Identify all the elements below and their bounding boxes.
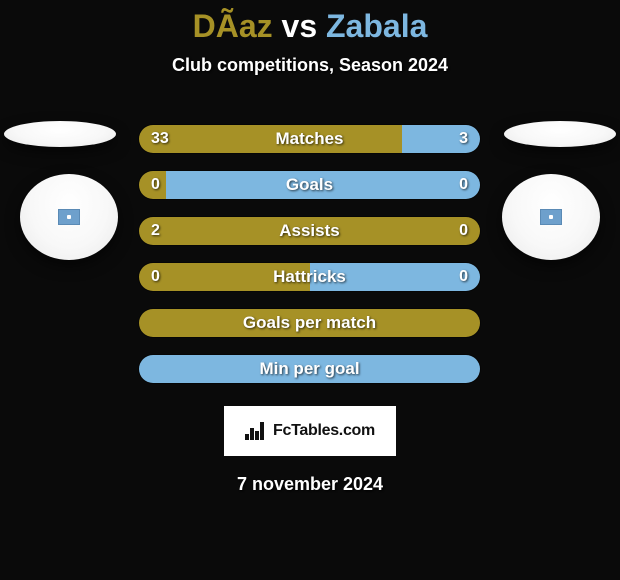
stat-bar: Goals per match: [138, 308, 481, 338]
stats-arena: Matches333 Goals00 Assists20 Hattricks00 Goa…: [0, 106, 620, 406]
player1-name: DÃ­az: [193, 8, 273, 44]
player2-name: Zabala: [326, 8, 427, 44]
stat-bar: Min per goal: [138, 354, 481, 384]
stat-right-segment: [310, 263, 481, 291]
stat-bar: Hattricks00: [138, 262, 481, 292]
stat-left-segment: [139, 263, 310, 291]
stat-right-segment: [139, 355, 480, 383]
brand-logo: FcTables.com: [224, 406, 396, 456]
comparison-card: DÃ­az vs Zabala Club competitions, Seaso…: [0, 0, 620, 495]
decor-ellipse-left: [4, 121, 116, 147]
stat-left-segment: [139, 171, 166, 199]
stat-bars: Matches333 Goals00 Assists20 Hattricks00 Goa…: [138, 124, 481, 400]
subtitle: Club competitions, Season 2024: [0, 55, 620, 76]
stat-left-segment: [139, 125, 402, 153]
stat-bar: Goals00: [138, 170, 481, 200]
brand-text: FcTables.com: [273, 422, 375, 440]
stat-left-segment: [139, 217, 480, 245]
player1-flag-icon: [58, 209, 80, 225]
page-title: DÃ­az vs Zabala: [0, 8, 620, 45]
vs-separator: vs: [273, 8, 326, 44]
stat-right-segment: [166, 171, 480, 199]
stat-left-segment: [139, 309, 480, 337]
stat-right-segment: [402, 125, 480, 153]
player2-avatar-placeholder: [502, 174, 600, 260]
stat-bar: Assists20: [138, 216, 481, 246]
bars-icon: [245, 422, 267, 440]
decor-ellipse-right: [504, 121, 616, 147]
stat-bar: Matches333: [138, 124, 481, 154]
player2-flag-icon: [540, 209, 562, 225]
player1-avatar-placeholder: [20, 174, 118, 260]
date-label: 7 november 2024: [0, 474, 620, 495]
